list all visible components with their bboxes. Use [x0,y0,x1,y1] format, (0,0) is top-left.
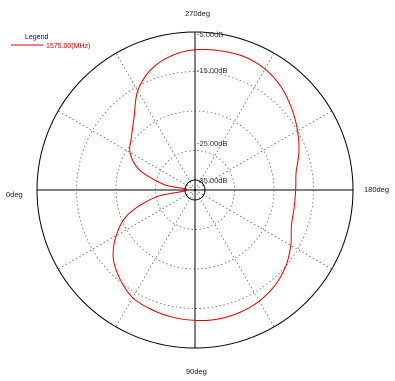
spoke-300 [194,189,275,328]
legend: Legend 1575.00(MHz) [11,34,90,50]
spoke-210 [57,189,196,270]
tick-label-minus25: -25.00dB [197,139,227,148]
series-line-1575mhz [112,48,300,322]
spoke-120 [115,52,196,191]
legend-title: Legend [25,34,48,41]
polar-grid [36,31,354,349]
angle-label-90: 90deg [186,367,207,376]
angle-label-270: 270deg [185,9,210,18]
angle-label-180: 180deg [364,185,389,194]
angle-label-0: 0deg [6,190,23,199]
legend-series-label: 1575.00(MHz) [46,43,90,50]
tick-label-minus35: -35.00dB [197,176,227,185]
tick-label-minus15: -15.00dB [197,66,227,75]
tick-label-minus5: -5.00dB [197,30,223,39]
